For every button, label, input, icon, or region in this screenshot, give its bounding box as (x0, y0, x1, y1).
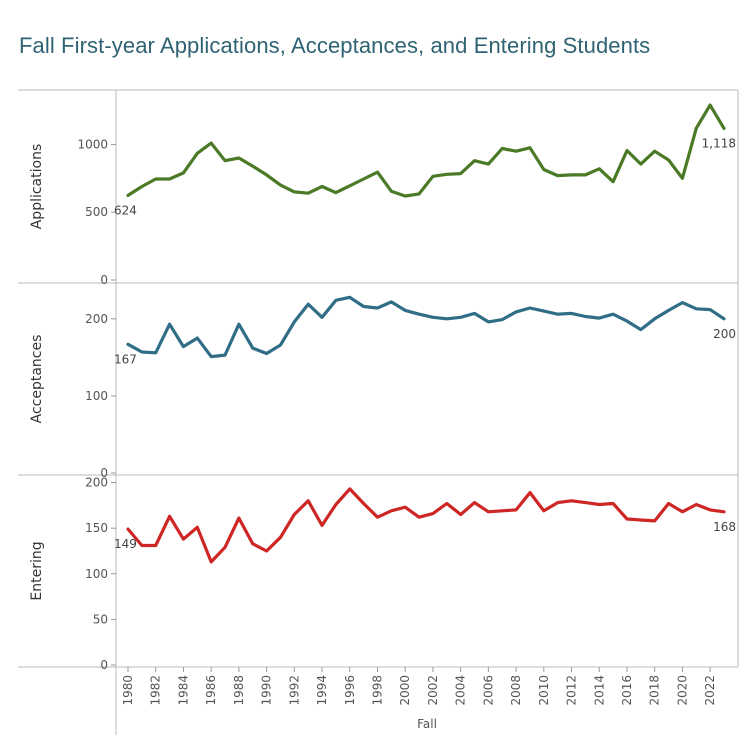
panel-entering: Entering 0 50 100 150 200 149 168 (29, 476, 736, 672)
y-axis-title: Entering (29, 541, 45, 600)
y-tick-label: 50 (93, 612, 108, 626)
x-tick-label: 2000 (398, 675, 412, 706)
x-tick-label: 2010 (537, 675, 551, 706)
series-line-applications (126, 103, 726, 198)
y-tick-label: 1000 (77, 137, 108, 151)
y-tick-label: 500 (85, 205, 108, 219)
y-tick-label: 150 (85, 521, 108, 535)
y-axis-title: Applications (29, 144, 45, 230)
y-tick-label: 100 (85, 567, 108, 581)
x-tick-label: 2018 (648, 675, 662, 706)
x-tick-label: 1982 (149, 675, 163, 706)
y-tick-label: 200 (85, 312, 108, 326)
y-axis-title: Acceptances (29, 335, 45, 424)
x-axis-title: Fall (417, 717, 437, 731)
panel-applications: Applications 0 500 1000 624 1,118 (29, 103, 736, 287)
x-tick-label: 2004 (454, 675, 468, 706)
series-line-acceptances (126, 295, 726, 359)
y-tick-label: 0 (100, 273, 108, 287)
x-tick-label: 1992 (287, 675, 301, 706)
x-tick-label: 2022 (703, 675, 717, 706)
x-tick-label: 1986 (204, 675, 218, 706)
x-tick-label: 2006 (481, 675, 495, 706)
x-tick-label: 1996 (343, 675, 357, 706)
x-tick-label: 2012 (565, 675, 579, 706)
x-tick-label: 2020 (675, 675, 689, 706)
x-tick-label: 1984 (176, 675, 190, 706)
first-value-label: 149 (114, 537, 137, 551)
x-tick-label: 1998 (370, 675, 384, 706)
x-tick-label: 1990 (260, 675, 274, 706)
x-tick-label: 2016 (620, 675, 634, 706)
last-value-label: 200 (713, 327, 736, 341)
panel-acceptances: Acceptances 0 100 200 167 200 (29, 295, 736, 480)
y-tick-label: 0 (100, 466, 108, 480)
chart-title: Fall First-year Applications, Acceptance… (19, 33, 651, 58)
x-tick-label: 2014 (592, 675, 606, 706)
x-tick-label: 2002 (426, 675, 440, 706)
y-tick-label: 200 (85, 476, 108, 490)
y-tick-label: 100 (85, 389, 108, 403)
last-value-label: 1,118 (702, 136, 736, 150)
x-tick-label: 1994 (315, 675, 329, 706)
x-tick-label: 1988 (232, 675, 246, 706)
first-value-label: 167 (114, 352, 137, 366)
series-line-entering (126, 487, 726, 564)
x-tick-label: 1980 (121, 675, 135, 706)
first-value-label: 624 (114, 203, 137, 217)
last-value-label: 168 (713, 520, 736, 534)
x-tick-label: 2008 (509, 675, 523, 706)
y-tick-label: 0 (100, 658, 108, 672)
